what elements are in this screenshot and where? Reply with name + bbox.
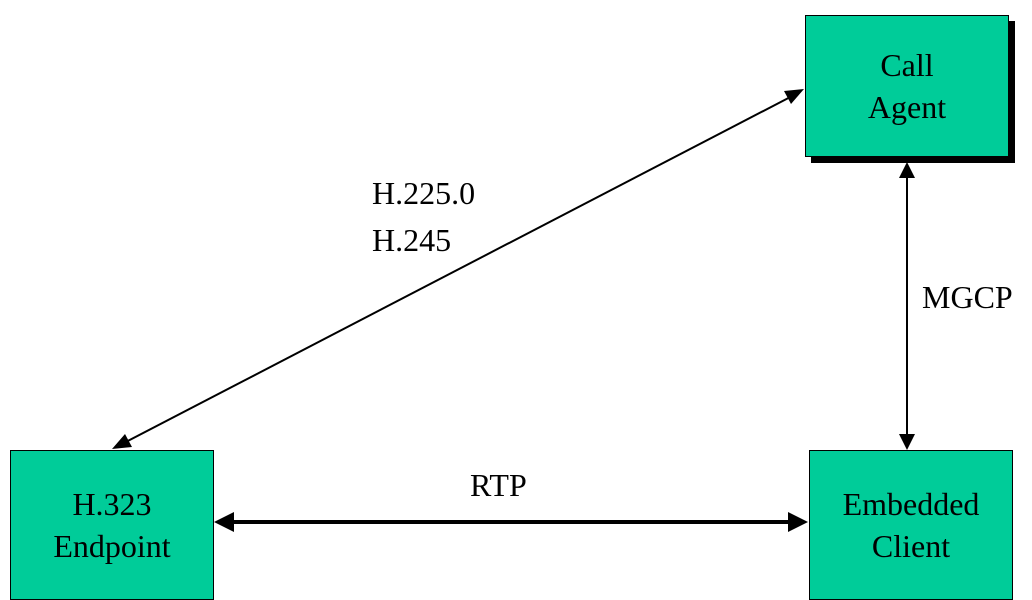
h245-label: H.245 (372, 222, 452, 258)
h225-label: H.225.0 (372, 175, 476, 211)
rtp-link (214, 512, 808, 532)
arrowhead-right (788, 512, 808, 532)
h323-endpoint-line1: H.323 (72, 486, 152, 522)
h323-endpoint-box[interactable]: H.323 Endpoint (10, 450, 214, 600)
call-agent-line2: Agent (867, 89, 947, 125)
call-agent-box[interactable]: Call Agent (805, 15, 1009, 157)
embedded-client-box[interactable]: Embedded Client (809, 450, 1013, 600)
mgcp-link (899, 162, 915, 450)
arrowhead-call-agent (784, 89, 804, 104)
arrowhead-up (899, 162, 915, 178)
h323-endpoint-line2: Endpoint (53, 528, 171, 564)
arrowhead-left (214, 512, 234, 532)
rtp-label: RTP (470, 467, 527, 503)
arrowhead-h323-endpoint (112, 434, 132, 449)
h225-h245-link (112, 89, 804, 449)
call-agent-line1: Call (880, 47, 934, 83)
embedded-client-line1: Embedded (842, 486, 980, 522)
arrowhead-down (899, 434, 915, 450)
embedded-client-line2: Client (871, 528, 951, 564)
mgcp-label: MGCP (922, 279, 1013, 315)
